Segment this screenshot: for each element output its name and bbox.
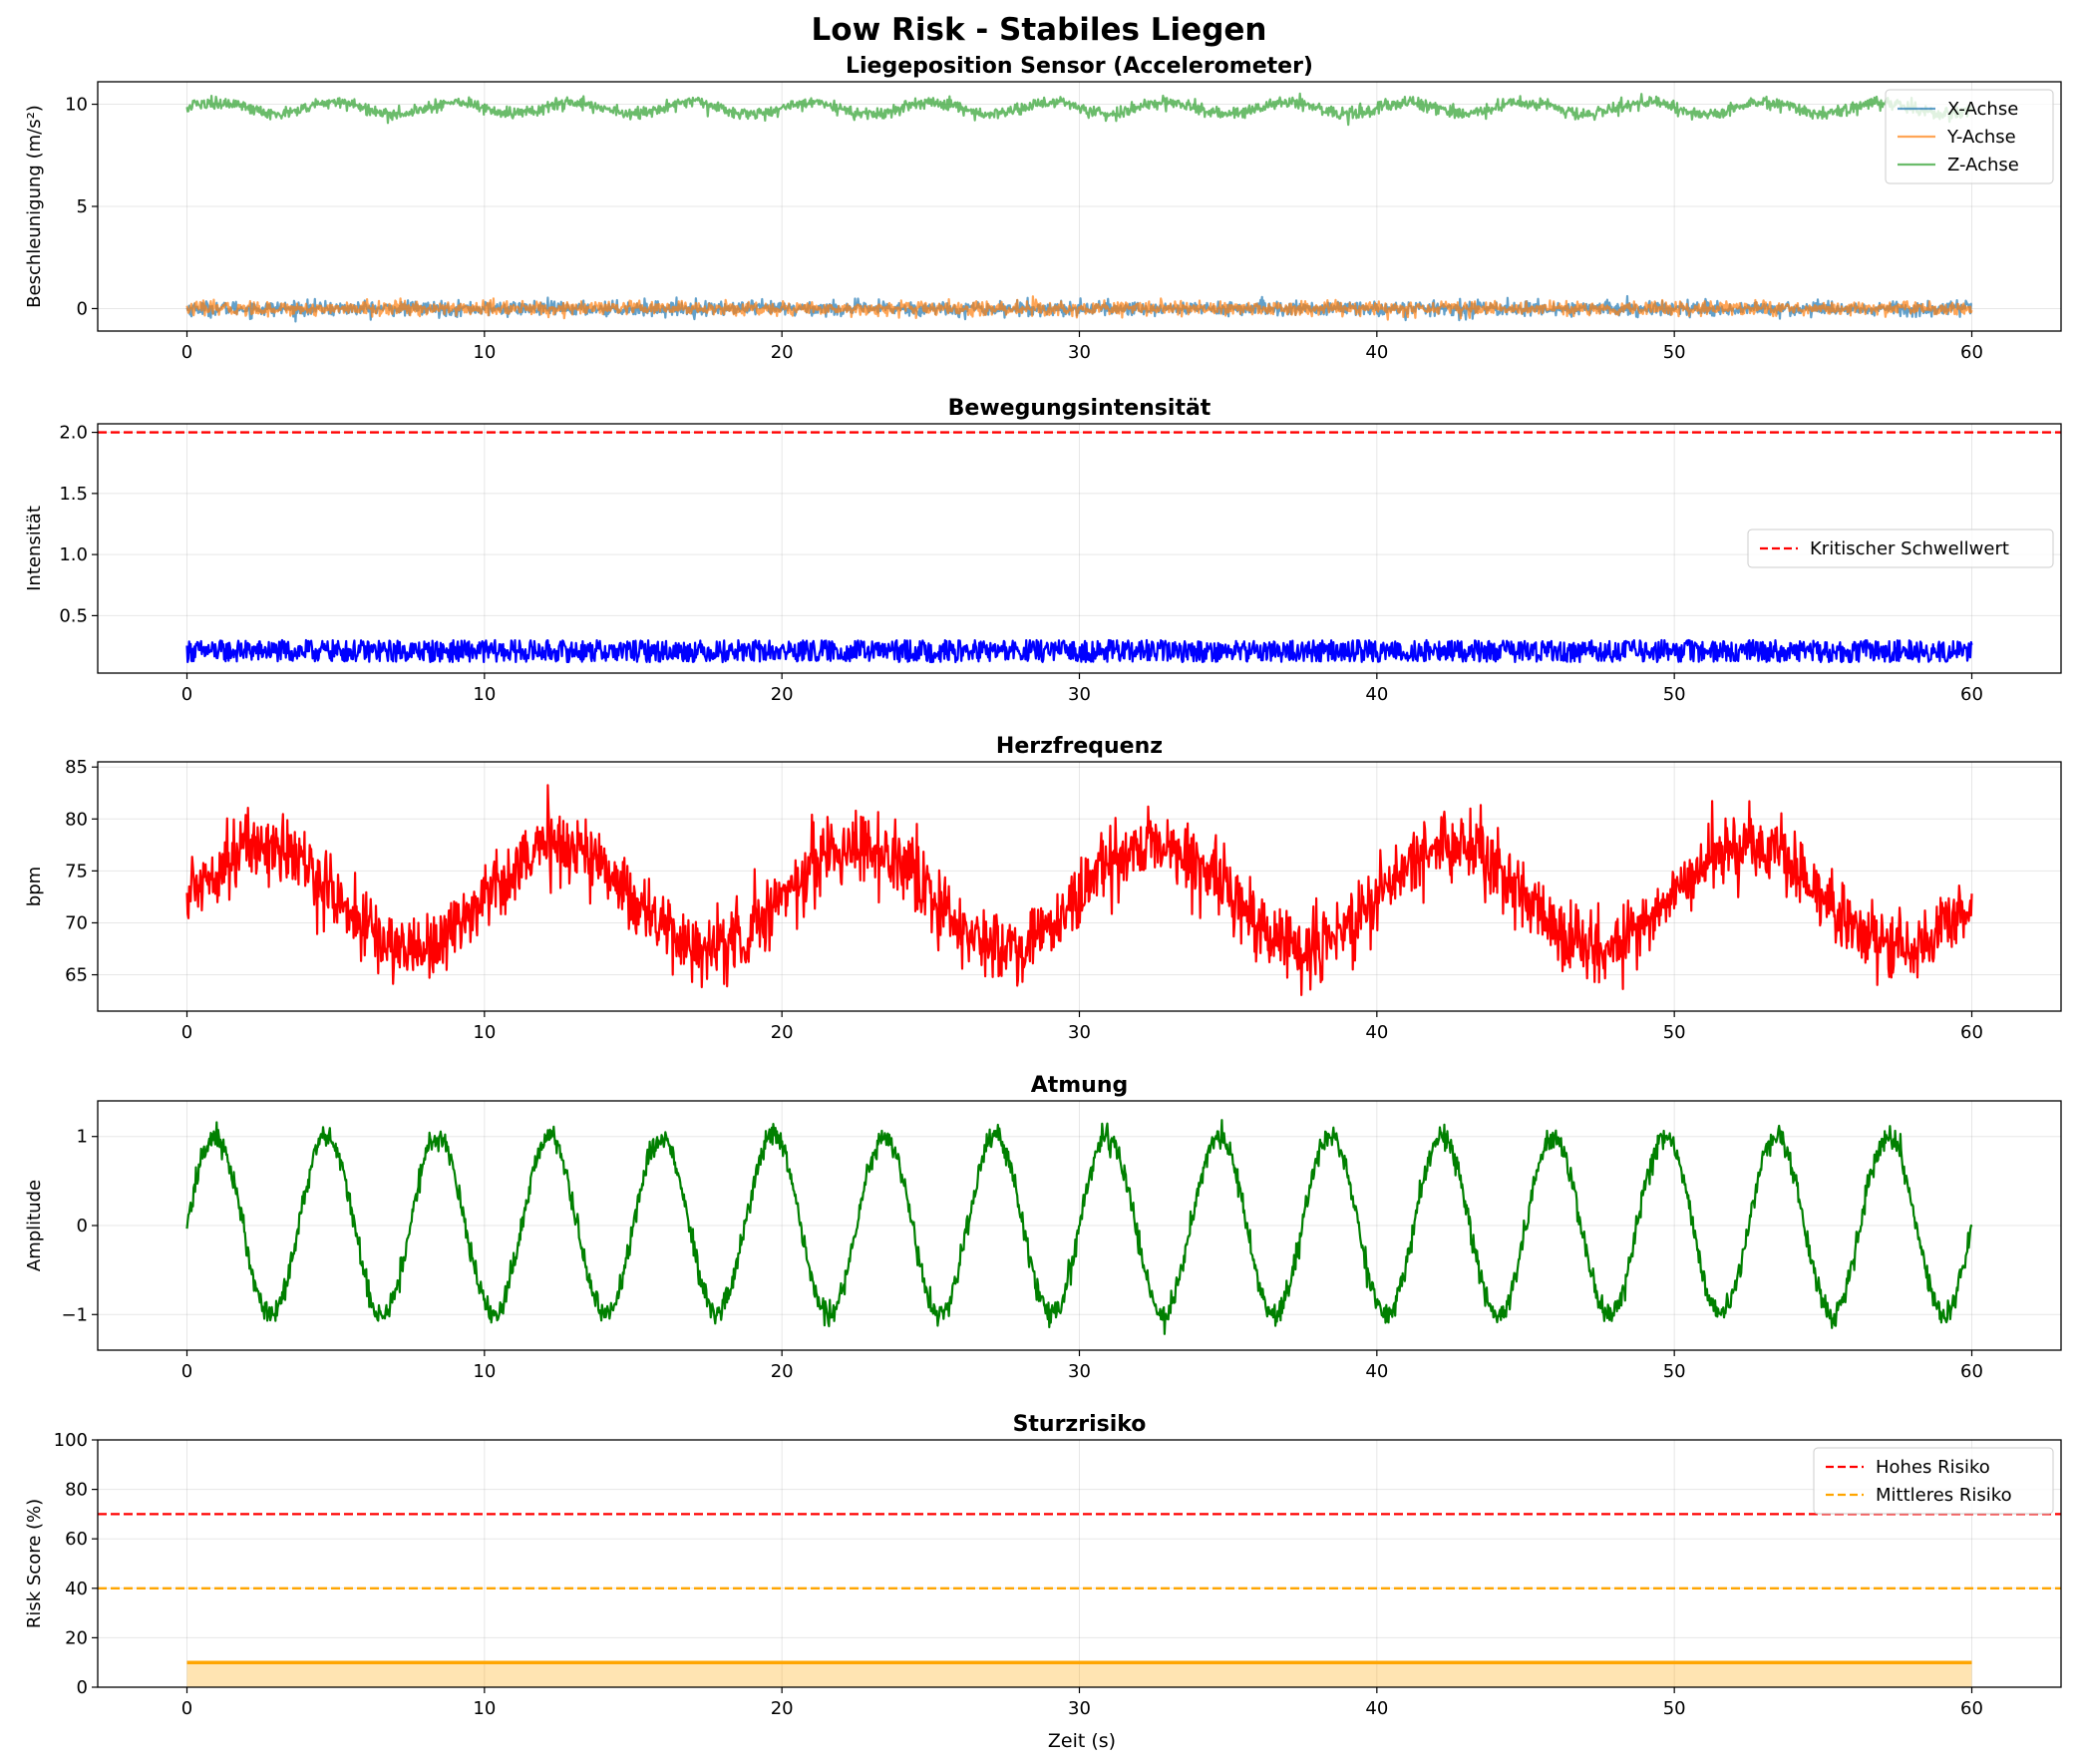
legend: Hohes Risiko Mittleres Risiko bbox=[1813, 1447, 2054, 1515]
y-tick-label: 2.0 bbox=[59, 423, 88, 444]
x-tick-label: 30 bbox=[1068, 1361, 1091, 1382]
chart-title: Atmung bbox=[1031, 1073, 1129, 1098]
x-tick-label: 30 bbox=[1068, 1022, 1091, 1043]
x-tick-label: 60 bbox=[1960, 1022, 1983, 1043]
x-tick-label: 60 bbox=[1960, 1698, 1983, 1719]
plot-area bbox=[185, 92, 1973, 323]
x-tick-label: 20 bbox=[771, 1698, 794, 1719]
x-tick-label: 20 bbox=[771, 1022, 794, 1043]
plot-area bbox=[185, 1119, 1973, 1335]
legend-box bbox=[1813, 1447, 2054, 1515]
y-tick-label: 85 bbox=[65, 757, 88, 778]
plot-area bbox=[185, 784, 1973, 996]
x-tick-label: 60 bbox=[1960, 684, 1983, 705]
series-line-data bbox=[185, 784, 1973, 996]
y-tick-label: 0 bbox=[77, 1216, 88, 1236]
y-axis-label: Amplitude bbox=[24, 1180, 45, 1271]
legend-label: Hohes Risiko bbox=[1876, 1457, 1990, 1478]
series-line-data bbox=[185, 1119, 1973, 1335]
chart-title: Herzfrequenz bbox=[996, 734, 1163, 759]
y-axis-label: Intensität bbox=[24, 506, 45, 591]
x-tick-label: 40 bbox=[1365, 684, 1388, 705]
y-tick-label: 5 bbox=[77, 196, 88, 217]
y-tick-label: 1.5 bbox=[59, 484, 88, 505]
x-tick-label: 20 bbox=[771, 342, 794, 363]
legend: Kritischer Schwellwert bbox=[1747, 529, 2054, 568]
legend-label: X-Achse bbox=[1947, 99, 2018, 120]
x-tick-label: 10 bbox=[473, 684, 496, 705]
legend-box bbox=[1747, 529, 2054, 568]
x-tick-label: 50 bbox=[1663, 1022, 1686, 1043]
x-tick-label: 0 bbox=[181, 684, 192, 705]
chart-breathing: 0 10 20 30 40 50 60 −1 0 1 Atmung Amplitude bbox=[24, 1073, 2062, 1382]
x-tick-label: 50 bbox=[1663, 1698, 1686, 1719]
x-tick-label: 50 bbox=[1663, 1361, 1686, 1382]
y-tick-label: 80 bbox=[65, 1480, 88, 1501]
y-tick-label: 65 bbox=[65, 965, 88, 986]
x-tick-label: 50 bbox=[1663, 684, 1686, 705]
figure-title: Low Risk - Stabiles Liegen bbox=[812, 12, 1267, 48]
chart-intensity: 0 10 20 30 40 50 60 0.5 1.0 1.5 2.0 Bewegungsintens… bbox=[24, 396, 2062, 705]
x-tick-label: 0 bbox=[181, 1361, 192, 1382]
legend-label: Y-Achse bbox=[1946, 127, 2016, 148]
chart-fall_risk: 0 10 20 30 40 50 60 0 20 40 60 80 100 Sturzrisiko Risk… bbox=[24, 1412, 2062, 1719]
legend-label: Mittleres Risiko bbox=[1876, 1485, 2012, 1506]
x-tick-label: 50 bbox=[1663, 342, 1686, 363]
y-tick-label: 70 bbox=[65, 912, 88, 933]
x-tick-label: 10 bbox=[473, 1698, 496, 1719]
x-tick-label: 30 bbox=[1068, 684, 1091, 705]
y-tick-label: 20 bbox=[65, 1627, 88, 1648]
x-tick-label: 40 bbox=[1365, 342, 1388, 363]
x-tick-label: 10 bbox=[473, 1361, 496, 1382]
y-tick-label: 100 bbox=[54, 1430, 88, 1451]
y-axis-label: Risk Score (%) bbox=[24, 1499, 45, 1628]
chart-title: Bewegungsintensität bbox=[948, 396, 1212, 421]
y-axis-label: bpm bbox=[24, 867, 45, 906]
y-tick-label: 0.5 bbox=[59, 605, 88, 626]
figure-xlabel: Zeit (s) bbox=[1048, 1730, 1116, 1752]
x-tick-label: 0 bbox=[181, 1022, 192, 1043]
x-tick-label: 60 bbox=[1960, 342, 1983, 363]
chart-title: Liegeposition Sensor (Accelerometer) bbox=[846, 54, 1313, 79]
y-tick-label: 75 bbox=[65, 861, 88, 882]
x-tick-label: 10 bbox=[473, 1022, 496, 1043]
legend-box bbox=[1885, 89, 2054, 184]
legend-label: Kritischer Schwellwert bbox=[1810, 538, 2009, 559]
y-tick-label: 1 bbox=[77, 1127, 88, 1148]
y-tick-label: 0 bbox=[77, 1677, 88, 1698]
x-tick-label: 30 bbox=[1068, 1698, 1091, 1719]
x-tick-label: 0 bbox=[181, 342, 192, 363]
y-tick-label: 0 bbox=[77, 298, 88, 319]
x-tick-label: 30 bbox=[1068, 342, 1091, 363]
chart-heart_rate: 0 10 20 30 40 50 60 65 70 75 80 85 Herzfrequenz bpm bbox=[24, 734, 2062, 1043]
plot-area bbox=[98, 1513, 2061, 1687]
series-line-z-achse bbox=[185, 92, 1973, 127]
chart-title: Sturzrisiko bbox=[1013, 1412, 1147, 1437]
x-tick-label: 60 bbox=[1960, 1361, 1983, 1382]
series-line-data bbox=[185, 638, 1973, 664]
y-tick-label: −1 bbox=[61, 1304, 88, 1325]
chart-accelerometer: 0 10 20 30 40 50 60 0 5 10 Liegeposition Sensor (A… bbox=[24, 54, 2062, 363]
x-tick-label: 40 bbox=[1365, 1698, 1388, 1719]
x-tick-label: 40 bbox=[1365, 1361, 1388, 1382]
y-tick-label: 1.0 bbox=[59, 544, 88, 565]
plot-area bbox=[98, 431, 2061, 664]
series-line-y-achse bbox=[185, 295, 1973, 321]
series-area bbox=[186, 1662, 1972, 1687]
y-tick-label: 80 bbox=[65, 809, 88, 830]
x-tick-label: 0 bbox=[181, 1698, 192, 1719]
y-tick-label: 60 bbox=[65, 1529, 88, 1550]
y-axis-label: Beschleunigung (m/s²) bbox=[24, 105, 45, 308]
legend: X-Achse Y-Achse Z-Achse bbox=[1885, 89, 2054, 184]
y-tick-label: 10 bbox=[65, 95, 88, 116]
x-tick-label: 20 bbox=[771, 1361, 794, 1382]
y-tick-label: 40 bbox=[65, 1579, 88, 1599]
x-tick-label: 40 bbox=[1365, 1022, 1388, 1043]
x-tick-label: 10 bbox=[473, 342, 496, 363]
legend-label: Z-Achse bbox=[1947, 155, 2019, 176]
x-tick-label: 20 bbox=[771, 684, 794, 705]
